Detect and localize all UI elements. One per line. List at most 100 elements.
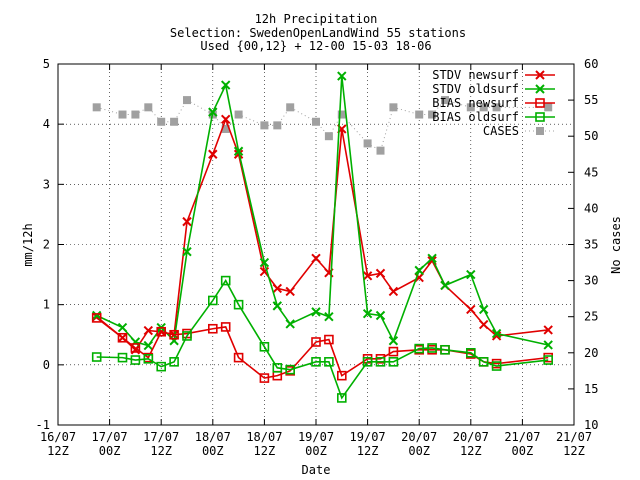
series-point-cases xyxy=(428,110,437,119)
y2-tick-label: 25 xyxy=(584,310,598,324)
y2-tick-label: 60 xyxy=(584,57,598,71)
series-point-cases xyxy=(441,96,449,105)
series-line-bias-oldsurf xyxy=(96,279,549,400)
chart-subtitle: Selection: SwedenOpenLandWind 55 station… xyxy=(170,26,466,40)
series-point-cases xyxy=(144,103,153,112)
y2-tick-label: 35 xyxy=(584,238,598,252)
y2-tick-label: 30 xyxy=(584,274,598,288)
x-tick-label: 00Z xyxy=(408,444,430,458)
x-tick-label: 12Z xyxy=(357,444,379,458)
legend-label-stdv-newsurf: STDV newsurf xyxy=(432,68,519,82)
series-point-stdv-newsurf xyxy=(466,304,476,315)
series-point-bias-newsurf xyxy=(130,343,141,353)
series-point-bias-oldsurf xyxy=(259,341,270,352)
y-tick-label: 0 xyxy=(43,358,50,372)
series-point-stdv-oldsurf xyxy=(182,247,192,257)
x-tick-label: 20/07 xyxy=(453,430,489,444)
series-point-stdv-newsurf xyxy=(543,325,553,335)
x-tick-label: 00Z xyxy=(305,444,327,458)
series-point-cases xyxy=(118,110,127,119)
series-point-cases xyxy=(363,139,372,148)
legend-label-cases: CASES xyxy=(483,124,519,138)
series-point-bias-newsurf xyxy=(117,332,128,343)
series-point-bias-oldsurf xyxy=(143,354,154,364)
series-point-stdv-oldsurf xyxy=(324,311,334,322)
y-axis-label: mm/12h xyxy=(21,223,35,266)
series-point-bias-newsurf xyxy=(311,337,321,347)
series-point-bias-newsurf xyxy=(233,352,244,363)
series-point-stdv-oldsurf xyxy=(143,340,154,351)
series-point-stdv-oldsurf xyxy=(233,146,244,156)
series-point-stdv-oldsurf xyxy=(220,80,231,90)
x-tick-label: 18/07 xyxy=(246,430,282,444)
series-point-cases xyxy=(273,121,282,130)
series-point-stdv-oldsurf xyxy=(259,257,270,268)
series-point-stdv-oldsurf xyxy=(117,322,128,333)
series-point-stdv-oldsurf xyxy=(388,336,399,346)
series-point-stdv-oldsurf xyxy=(543,340,553,350)
series-point-bias-newsurf xyxy=(388,346,399,357)
series-point-stdv-newsurf xyxy=(478,319,489,330)
series-point-cases xyxy=(260,121,269,130)
y2-tick-label: 20 xyxy=(584,346,598,360)
series-point-stdv-oldsurf xyxy=(91,310,102,321)
series-point-cases xyxy=(376,146,385,155)
series-point-stdv-oldsurf xyxy=(375,310,386,321)
legend-label-bias-newsurf: BIAS newsurf xyxy=(432,96,519,110)
series-point-bias-oldsurf xyxy=(375,357,386,367)
series-point-stdv-newsurf xyxy=(220,114,231,125)
y2-tick-label: 55 xyxy=(584,93,598,107)
series-point-stdv-oldsurf xyxy=(414,265,424,276)
series-point-stdv-oldsurf xyxy=(427,253,437,264)
series-point-cases xyxy=(234,110,243,119)
series-point-bias-newsurf xyxy=(91,313,102,323)
series-point-stdv-oldsurf xyxy=(478,304,489,315)
series-point-cases xyxy=(492,103,501,112)
x-tick-label: 16/07 xyxy=(40,430,76,444)
x-axis-label: Date xyxy=(302,463,331,477)
y-tick-label: 4 xyxy=(43,117,50,131)
series-point-stdv-newsurf xyxy=(208,149,218,159)
series-point-stdv-oldsurf xyxy=(491,328,502,339)
legend-label-stdv-oldsurf: STDV oldsurf xyxy=(432,82,519,96)
series-point-cases xyxy=(92,103,101,112)
series-point-bias-oldsurf xyxy=(117,352,128,363)
y-tick-label: 5 xyxy=(43,57,50,71)
plot-area: -1012345101520253035404550556016/0712Z17… xyxy=(36,57,599,458)
series-point-bias-oldsurf xyxy=(414,343,425,354)
legend-marker-bias-oldsurf xyxy=(535,112,545,122)
legend-label-bias-oldsurf: BIAS oldsurf xyxy=(432,110,519,124)
series-point-bias-oldsurf xyxy=(427,343,437,353)
series-line-stdv-newsurf xyxy=(96,117,549,352)
series-point-cases xyxy=(544,103,553,112)
series-point-cases xyxy=(131,110,140,119)
x-tick-label: 21/07 xyxy=(556,430,592,444)
x-tick-label: 19/07 xyxy=(350,430,386,444)
series-point-cases xyxy=(170,117,179,126)
series-point-stdv-oldsurf xyxy=(362,308,373,319)
series-point-bias-newsurf xyxy=(336,370,347,381)
series-point-bias-newsurf xyxy=(324,334,334,345)
series-point-bias-oldsurf xyxy=(478,357,489,367)
legend-marker-stdv-oldsurf xyxy=(535,84,545,94)
x-tick-label: 19/07 xyxy=(298,430,334,444)
series-point-stdv-newsurf xyxy=(388,286,399,297)
y2-tick-label: 15 xyxy=(584,382,598,396)
series-point-bias-oldsurf xyxy=(233,299,244,310)
series-point-stdv-newsurf xyxy=(143,325,154,336)
series-point-bias-oldsurf xyxy=(182,331,192,341)
series-point-bias-newsurf xyxy=(259,373,270,383)
series-point-bias-oldsurf xyxy=(324,357,334,367)
series-point-stdv-newsurf xyxy=(272,283,283,294)
series-point-cases xyxy=(415,110,424,119)
series-point-cases xyxy=(157,117,166,126)
series-point-stdv-oldsurf xyxy=(311,307,321,317)
series-point-cases xyxy=(221,124,230,133)
y2-tick-label: 50 xyxy=(584,129,598,143)
series-point-bias-oldsurf xyxy=(543,355,554,365)
series-point-bias-oldsurf xyxy=(272,363,283,373)
legend-marker-bias-newsurf xyxy=(535,98,545,108)
series-point-cases xyxy=(337,110,346,119)
series-point-cases xyxy=(479,103,488,112)
